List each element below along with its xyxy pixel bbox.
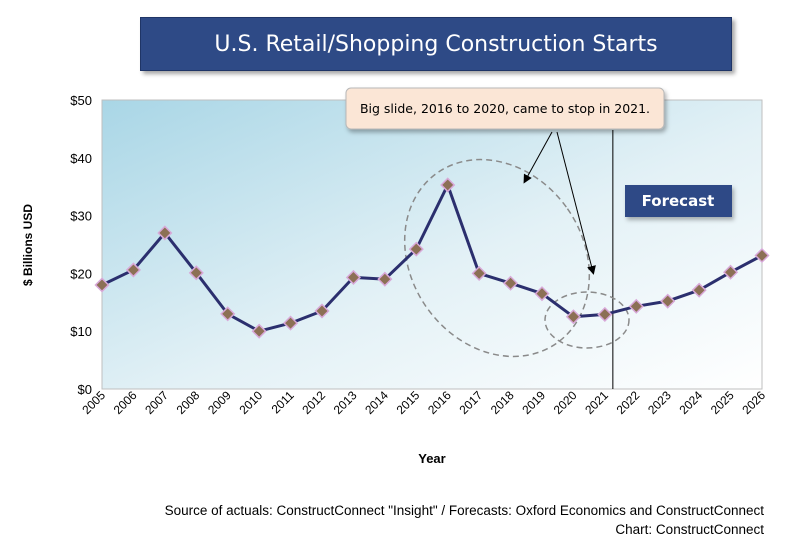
x-tick-label: 2009 — [205, 388, 234, 417]
data-point — [754, 247, 770, 264]
source-note: Source of actuals: ConstructConnect "Ins… — [164, 503, 764, 518]
x-tick-label: 2010 — [236, 388, 265, 417]
x-tick-label: 2011 — [269, 388, 297, 416]
data-point — [220, 306, 236, 322]
x-tick-label: 2019 — [519, 388, 548, 417]
annotation-callout: Big slide, 2016 to 2020, came to stop in… — [345, 87, 665, 130]
data-point — [691, 282, 707, 298]
x-tick-label: 2020 — [551, 388, 580, 417]
x-tick-label: 2016 — [425, 388, 454, 417]
x-tick-label: 2025 — [708, 388, 737, 417]
data-point — [534, 286, 550, 302]
x-tick-label: 2017 — [456, 388, 485, 417]
data-point — [471, 265, 487, 281]
x-tick-label: 2013 — [331, 388, 360, 417]
annotation-arrow-1 — [523, 131, 553, 184]
forecast-label: Forecast — [642, 192, 715, 210]
x-tick-label: 2022 — [614, 388, 643, 417]
data-point — [377, 271, 393, 287]
highlight-ellipse-2021 — [544, 291, 630, 349]
y-tick-label: $30 — [70, 209, 92, 224]
x-tick-label: 2012 — [299, 388, 328, 417]
y-tick-label: $0 — [78, 382, 92, 397]
data-point — [94, 277, 110, 293]
annotation-arrow-2 — [556, 131, 596, 275]
y-tick-label: $50 — [70, 93, 92, 108]
data-point — [345, 269, 361, 286]
y-tick-label: $10 — [70, 324, 92, 339]
data-point — [503, 275, 519, 291]
chart-credit: Chart: ConstructConnect — [615, 522, 764, 537]
x-tick-label: 2018 — [488, 388, 517, 417]
x-tick-label: 2021 — [582, 388, 611, 417]
data-point — [408, 241, 424, 257]
series-line — [101, 183, 763, 333]
data-point — [188, 265, 204, 281]
data-point — [283, 315, 299, 331]
y-tick-label: $20 — [70, 266, 92, 281]
data-point — [565, 309, 581, 325]
data-point — [314, 303, 330, 319]
x-tick-label: 2006 — [111, 388, 140, 417]
data-point — [440, 177, 456, 193]
plot-area — [101, 99, 763, 390]
x-tick-label: 2008 — [174, 388, 203, 417]
data-point — [157, 225, 173, 241]
highlight-ellipse-decline — [403, 158, 591, 358]
data-point — [723, 264, 739, 280]
data-point — [251, 323, 267, 339]
x-axis-label: Year — [418, 451, 445, 466]
y-tick-label: $40 — [70, 151, 92, 166]
chart-title: U.S. Retail/Shopping Construction Starts — [140, 17, 732, 71]
x-tick-label: 2023 — [645, 388, 674, 417]
x-tick-label: 2007 — [142, 388, 171, 417]
x-tick-label: 2024 — [676, 388, 705, 417]
x-tick-label: 2026 — [739, 388, 768, 417]
data-point — [628, 298, 644, 314]
data-point — [597, 306, 613, 322]
data-point — [660, 293, 676, 309]
annotation-text: Big slide, 2016 to 2020, came to stop in… — [360, 101, 650, 116]
forecast-box: Forecast — [625, 185, 732, 217]
data-point — [125, 262, 141, 278]
x-tick-label: 2015 — [394, 388, 423, 417]
x-tick-label: 2014 — [362, 388, 391, 417]
y-axis-label: $ Billions USD — [21, 204, 35, 286]
